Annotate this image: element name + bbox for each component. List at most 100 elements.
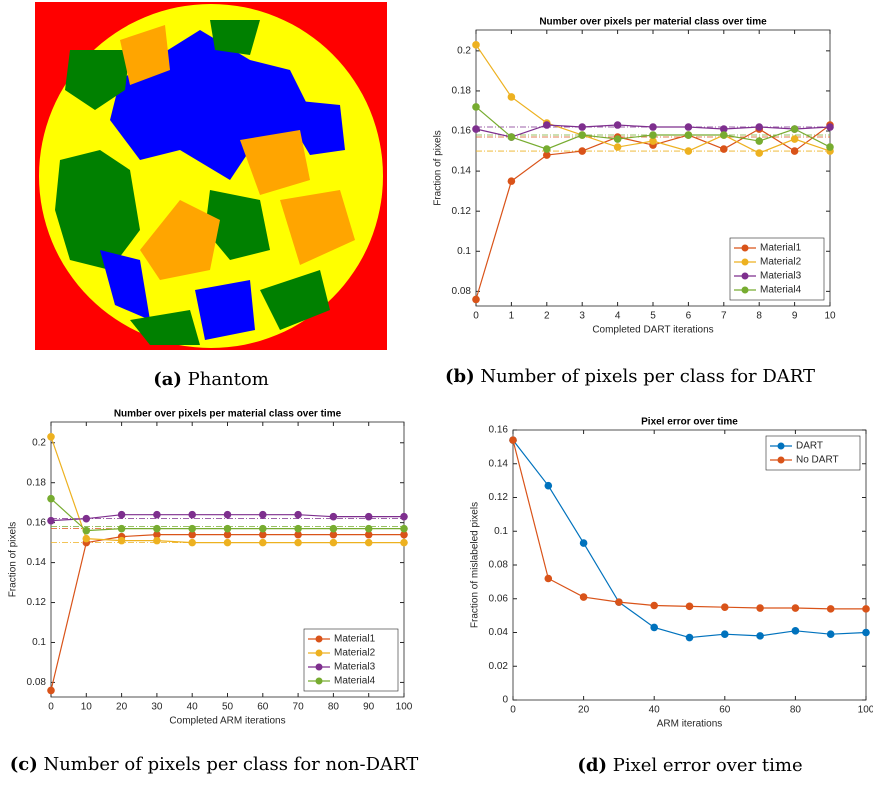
legend-marker (741, 258, 749, 266)
phantom-region (65, 50, 130, 110)
caption: (b) Number of pixels per class for DART (445, 366, 815, 387)
marker (615, 598, 623, 606)
y-tick-label: 0.08 (489, 560, 509, 571)
marker (579, 539, 588, 547)
marker (400, 512, 408, 521)
marker (650, 601, 658, 610)
marker (862, 605, 870, 613)
legend-label: DART (796, 441, 823, 452)
marker (756, 604, 764, 612)
x-tick-label: 70 (293, 702, 305, 713)
x-tick-label: 9 (792, 311, 798, 322)
marker (329, 530, 338, 539)
x-tick-label: 4 (615, 311, 621, 322)
marker (579, 593, 588, 601)
marker (82, 534, 91, 543)
x-tick-label: 10 (824, 311, 836, 322)
y-tick-label: 0.2 (457, 45, 471, 56)
marker (329, 512, 338, 521)
marker (507, 133, 516, 141)
caption-label: (b) (445, 366, 475, 387)
x-tick-label: 0 (48, 702, 54, 713)
x-tick-label: 20 (578, 705, 590, 716)
marker (790, 135, 799, 143)
marker (188, 524, 196, 533)
y-tick-label: 0.1 (494, 526, 508, 537)
x-tick-label: 30 (151, 702, 163, 713)
marker (543, 121, 551, 129)
marker (400, 524, 408, 533)
marker (188, 510, 196, 519)
x-tick-label: 0 (473, 311, 479, 322)
marker (720, 145, 728, 153)
y-tick-label: 0.12 (452, 206, 472, 217)
marker (329, 524, 338, 533)
y-tick-label: 0.2 (32, 437, 46, 448)
y-tick-label: 0 (502, 695, 508, 706)
marker (223, 510, 232, 519)
x-tick-label: 3 (579, 311, 585, 322)
marker (259, 530, 267, 539)
marker (755, 123, 763, 131)
legend-marker (741, 272, 749, 280)
caption: (a) Phantom (153, 369, 269, 390)
y-tick-label: 0.16 (489, 425, 509, 436)
y-axis-label: Fraction of pixels (433, 130, 444, 206)
marker (507, 93, 516, 101)
chart-title: Number over pixels per material class ov… (114, 409, 342, 420)
legend-label: Material4 (760, 285, 802, 296)
chart-title: Pixel error over time (641, 417, 738, 428)
phantom-region (195, 280, 255, 340)
phantom-region (240, 130, 310, 195)
marker (223, 524, 232, 533)
marker (364, 512, 373, 521)
marker (294, 538, 302, 547)
caption-text: Pixel error over time (613, 755, 803, 776)
x-tick-label: 60 (719, 705, 731, 716)
x-tick-label: 6 (686, 311, 692, 322)
legend-marker (315, 663, 323, 671)
marker (862, 628, 870, 637)
marker (685, 602, 694, 611)
x-tick-label: 7 (721, 311, 727, 322)
x-tick-label: 100 (858, 705, 873, 716)
legend-label: Material2 (334, 648, 376, 659)
x-tick-label: 5 (650, 311, 656, 322)
marker (649, 137, 657, 145)
x-tick-label: 100 (396, 702, 413, 713)
marker (188, 538, 196, 547)
marker (509, 436, 517, 444)
chart-title: Number over pixels per material class ov… (539, 17, 767, 28)
legend-label: Material4 (334, 676, 376, 687)
legend-marker (777, 442, 785, 450)
x-tick-label: 50 (222, 702, 234, 713)
marker (472, 295, 480, 304)
marker (826, 143, 834, 151)
x-tick-label: 1 (509, 311, 515, 322)
marker (117, 536, 126, 545)
marker (544, 574, 553, 583)
y-tick-label: 0.04 (489, 627, 509, 638)
y-tick-label: 0.16 (452, 126, 472, 137)
marker (472, 41, 480, 49)
marker (755, 137, 763, 145)
x-tick-label: 2 (544, 311, 550, 322)
marker (117, 524, 126, 533)
caption-label: (c) (10, 754, 38, 775)
marker (613, 135, 622, 143)
marker (153, 524, 161, 533)
marker (294, 524, 302, 533)
phantom-region (130, 310, 200, 345)
marker (649, 123, 657, 131)
marker (650, 623, 658, 632)
legend-marker (315, 635, 323, 643)
y-tick-label: 0.18 (452, 86, 472, 97)
marker (364, 524, 373, 533)
caption: (c) Number of pixels per class for non-D… (10, 754, 419, 775)
y-tick-label: 0.08 (27, 677, 47, 688)
marker (259, 510, 267, 519)
legend-marker (741, 244, 749, 252)
marker (507, 177, 516, 185)
marker (578, 123, 586, 131)
legend-marker (777, 456, 785, 464)
